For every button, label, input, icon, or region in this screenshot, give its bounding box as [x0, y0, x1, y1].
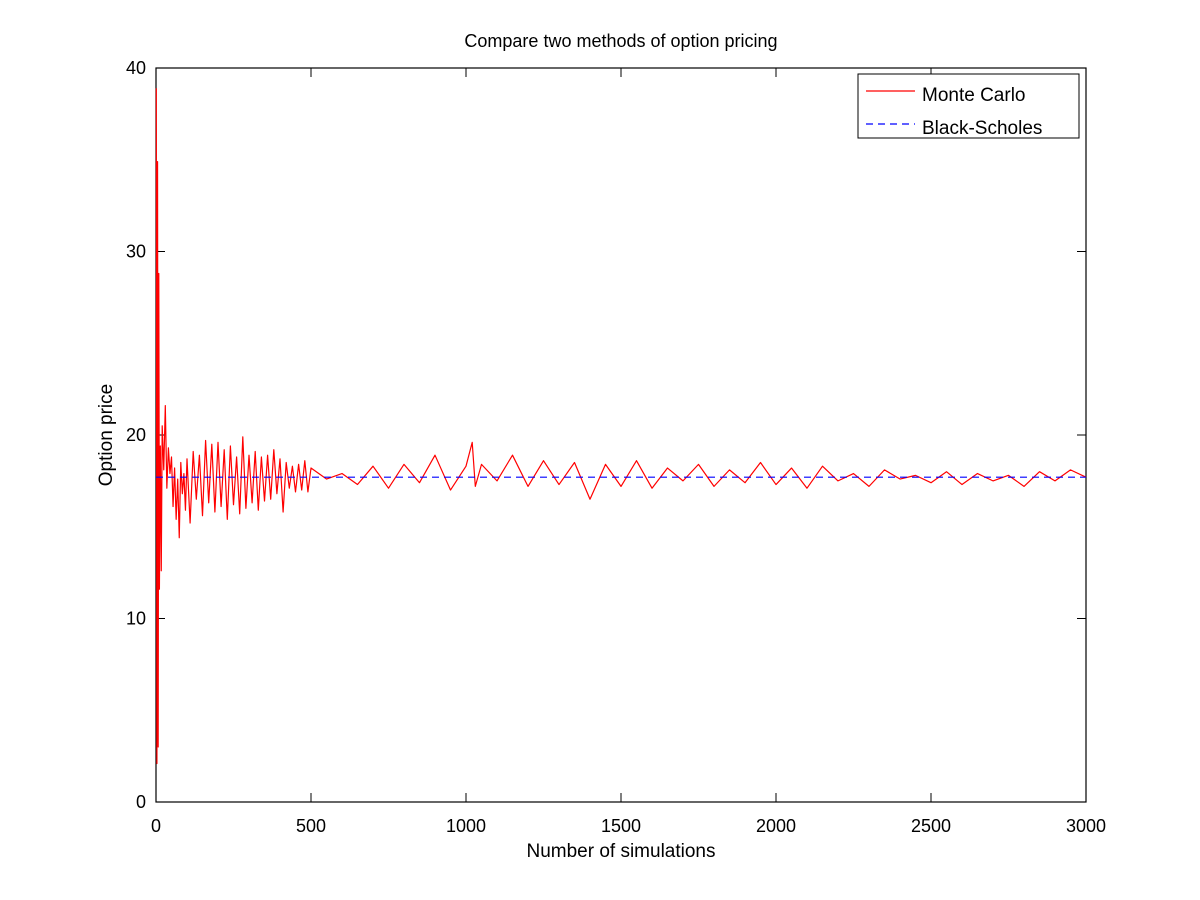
x-tick-label: 2000 — [756, 816, 796, 836]
y-axis-label: Option price — [96, 384, 117, 486]
x-tick-label: 3000 — [1066, 816, 1106, 836]
y-tick-label: 10 — [126, 609, 146, 629]
y-tick-label: 0 — [136, 792, 146, 812]
x-tick-label: 2500 — [911, 816, 951, 836]
x-tick-label: 1000 — [446, 816, 486, 836]
x-tick-label: 0 — [151, 816, 161, 836]
legend-label-black-scholes: Black-Scholes — [922, 118, 1042, 139]
y-tick-label: 30 — [126, 242, 146, 262]
legend-label-monte-carlo: Monte Carlo — [922, 85, 1026, 106]
chart-title: Compare two methods of option pricing — [464, 31, 777, 51]
x-axis-label: Number of simulations — [526, 841, 715, 862]
x-tick-labels: 0 500 1000 1500 2000 2500 3000 — [151, 816, 1106, 836]
y-tick-label: 20 — [126, 425, 146, 445]
plot-area — [155, 67, 1087, 803]
series-line-monte-carlo — [155, 88, 1087, 765]
x-tick-label: 500 — [296, 816, 326, 836]
y-tick-label: 40 — [126, 58, 146, 78]
legend: Monte Carlo Black-Scholes — [857, 73, 1080, 139]
x-tick-label: 1500 — [601, 816, 641, 836]
series-layer — [155, 88, 1087, 765]
y-tick-labels: 0 10 20 30 40 — [126, 58, 146, 812]
legend-box — [857, 73, 1080, 139]
